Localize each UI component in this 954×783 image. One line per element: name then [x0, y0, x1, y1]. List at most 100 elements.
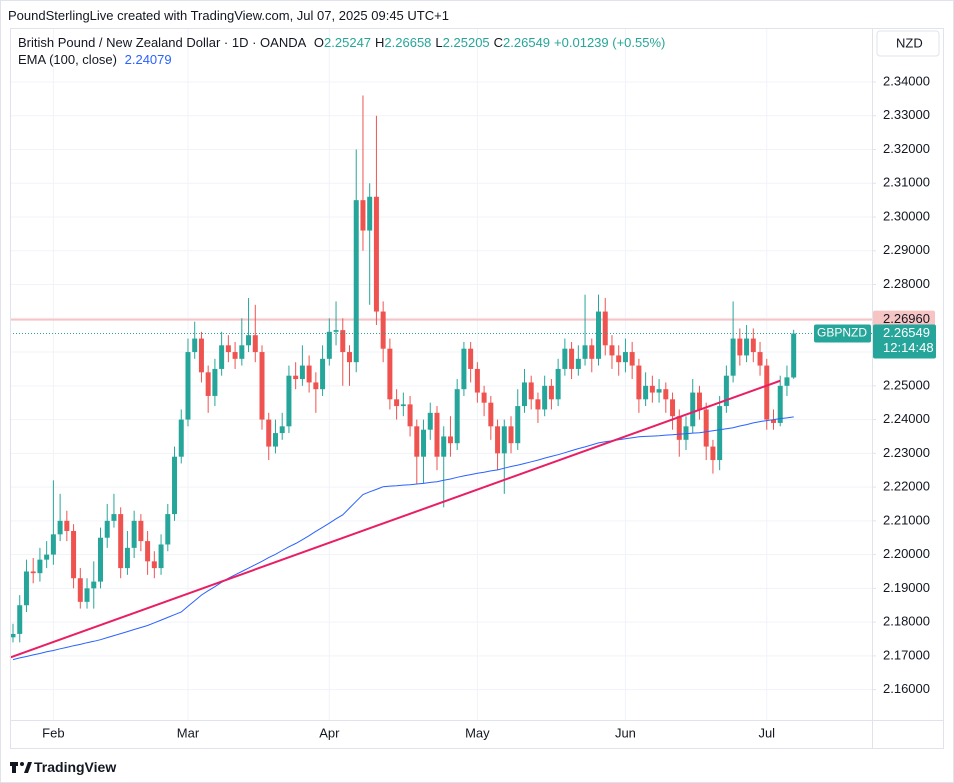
candle-body	[596, 311, 602, 359]
candle-body	[710, 446, 716, 461]
candle-body	[784, 377, 790, 386]
candle-body	[750, 338, 756, 353]
candle-body	[636, 365, 642, 400]
candle-body	[373, 196, 379, 312]
candle-body	[252, 335, 258, 353]
candle-body	[44, 554, 50, 560]
y-tick-label: 2.29000	[883, 242, 930, 257]
candle-body	[676, 416, 682, 440]
candle-body	[259, 352, 265, 420]
watermark: PoundSterlingLive created with TradingVi…	[8, 8, 449, 23]
candle-body	[629, 352, 635, 366]
candle-body	[212, 368, 218, 396]
candle-body	[272, 433, 278, 447]
candle-body	[589, 345, 595, 359]
candle-body	[172, 456, 178, 515]
candle-body	[91, 581, 97, 589]
candle-body	[239, 345, 245, 359]
candle-body	[582, 345, 588, 359]
x-tick-label: Feb	[42, 725, 64, 740]
candle-body	[104, 520, 110, 538]
candle-body	[347, 352, 352, 363]
candle-body	[461, 348, 467, 390]
candle-body	[481, 392, 487, 403]
footer: TradingView	[34, 759, 117, 775]
candle-body	[696, 392, 702, 410]
candle-body	[286, 375, 292, 427]
candle-body	[340, 330, 346, 353]
candle-body	[508, 426, 514, 444]
y-tick-label: 2.31000	[883, 175, 930, 190]
ohlc: O2.25247 H2.26658 L2.25205 C2.26549 +0.01239…	[314, 35, 669, 50]
candle-body	[723, 375, 729, 407]
candle-body	[367, 196, 373, 231]
candle-body	[703, 409, 709, 447]
candle-body	[575, 358, 581, 369]
candle-body	[37, 559, 43, 574]
y-tick-label: 2.25000	[883, 377, 930, 392]
currency-box[interactable]	[876, 30, 940, 57]
candle-body	[306, 365, 312, 383]
candle-body	[151, 561, 157, 569]
candle-body	[730, 338, 736, 376]
candle-body	[737, 338, 743, 356]
y-tick-label: 2.18000	[883, 614, 930, 629]
candle-body	[717, 406, 723, 461]
y-tick-label: 2.34000	[883, 73, 930, 88]
level-label: 2.26960	[883, 311, 930, 326]
candle-body	[198, 338, 204, 373]
ohlc-label: C	[493, 35, 504, 50]
candle-body	[219, 345, 225, 369]
candle-body	[555, 368, 561, 400]
y-tick-label: 2.33000	[883, 107, 930, 122]
candle-body	[770, 419, 776, 423]
candle-body	[454, 389, 460, 444]
candle-body	[616, 355, 622, 363]
price-box	[873, 324, 936, 359]
candle-body	[138, 520, 144, 542]
candle-body	[326, 331, 332, 359]
y-tick-label: 2.23000	[883, 445, 930, 460]
candle-body	[515, 406, 521, 444]
candle-body	[353, 200, 359, 363]
ema-line	[12, 416, 794, 661]
y-tick-label: 2.30000	[883, 208, 930, 223]
y-tick-label: 2.32000	[883, 141, 930, 156]
candle-body	[30, 571, 36, 574]
x-tick-label: May	[465, 725, 490, 740]
ohlc-value: 2.25205	[442, 35, 490, 50]
y-tick-label: 2.19000	[883, 580, 930, 595]
y-tick-label: 2.20000	[883, 546, 930, 561]
indicator-name: EMA (100, close)	[18, 52, 117, 67]
ohlc-value: 2.26549	[503, 35, 551, 50]
candle-body	[663, 389, 669, 400]
y-tick-label: 2.17000	[883, 647, 930, 662]
candle-body	[535, 399, 541, 410]
candle-body	[23, 571, 29, 606]
footer-logo	[10, 762, 32, 773]
candle-body	[649, 385, 655, 393]
candle-body	[569, 348, 575, 369]
y-tick-label: 2.22000	[883, 479, 930, 494]
candle-body	[394, 399, 400, 407]
candle-body	[421, 429, 427, 457]
symbol-label: GBPNZD	[817, 326, 867, 340]
indicator-line: EMA (100, close) 2.24079	[18, 52, 176, 67]
marks	[9, 95, 872, 661]
candle-body	[447, 436, 453, 444]
candle-body	[185, 352, 191, 420]
price-label: 2.26549	[883, 325, 930, 340]
x-tick-label: Apr	[319, 725, 340, 740]
candle-body	[495, 426, 501, 454]
ohlc-label: H	[375, 35, 385, 50]
candle-body	[643, 385, 649, 400]
candle-body	[414, 426, 420, 457]
currency: NZD	[896, 35, 923, 50]
logo-part	[20, 762, 24, 766]
candle-body	[744, 338, 750, 356]
change: +0.01239 (+0.55%)	[554, 35, 666, 50]
candle-body	[670, 399, 676, 417]
candle-body	[542, 385, 548, 410]
